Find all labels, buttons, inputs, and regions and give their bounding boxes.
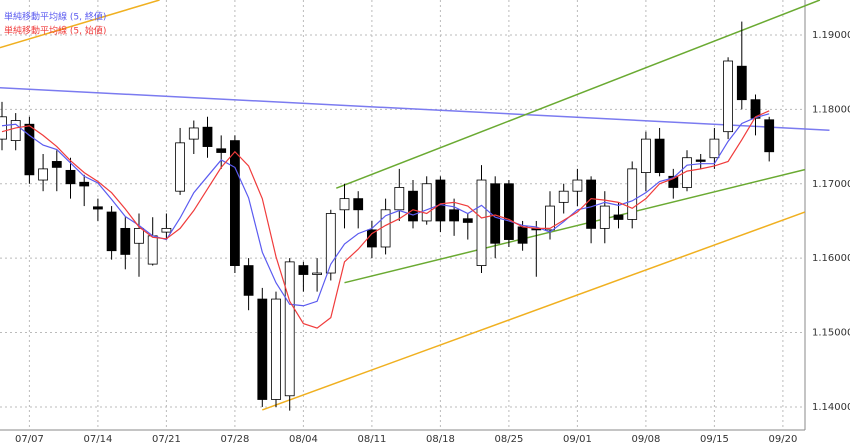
x-tick-label: 09/01 <box>563 434 592 445</box>
candle-body <box>503 183 514 240</box>
candle-body <box>243 265 254 296</box>
candle-body <box>202 126 213 147</box>
x-tick-label: 07/07 <box>15 434 44 445</box>
candle-body <box>572 179 583 192</box>
trend-line <box>0 87 830 131</box>
candle-body <box>298 265 309 275</box>
candle-body <box>106 211 117 252</box>
trend-line <box>344 168 805 284</box>
candle-body <box>0 116 7 140</box>
candle-body <box>421 183 432 222</box>
candle-body <box>51 161 62 168</box>
x-tick-label: 07/14 <box>83 434 112 445</box>
candle-body <box>24 123 35 176</box>
candle-body <box>325 213 336 274</box>
candle-body <box>271 298 281 400</box>
trend-line <box>0 0 160 49</box>
x-tick-label: 09/20 <box>768 434 797 445</box>
candle-body <box>682 157 692 188</box>
candle-body <box>257 298 268 400</box>
candle-body <box>394 187 405 211</box>
candle-body <box>627 168 638 220</box>
x-tick-label: 07/28 <box>220 434 249 445</box>
candle-body <box>161 227 172 233</box>
x-tick-label: 09/08 <box>631 434 660 445</box>
candle-body <box>476 179 487 266</box>
candle-body <box>558 190 569 203</box>
candle-body <box>641 138 651 173</box>
candle-body <box>462 218 473 223</box>
candle-body <box>586 179 596 229</box>
candle-body <box>599 205 610 229</box>
candle-body <box>339 198 350 211</box>
candle-body <box>353 198 364 211</box>
candle-body <box>709 138 720 159</box>
y-tick-label: 1.19000 <box>812 30 850 41</box>
candle-body <box>668 175 679 188</box>
candle-body <box>284 261 295 397</box>
candle-body <box>147 235 158 265</box>
candle-body <box>764 119 775 153</box>
x-tick-label: 08/18 <box>426 434 455 445</box>
trend-line <box>336 0 821 189</box>
y-tick-label: 1.14000 <box>812 402 850 413</box>
y-tick-label: 1.16000 <box>812 253 850 264</box>
x-tick-label: 08/11 <box>357 434 386 445</box>
candle-body <box>366 229 377 248</box>
y-tick-label: 1.15000 <box>812 328 850 339</box>
y-tick-label: 1.17000 <box>812 179 850 190</box>
candle-body <box>134 227 144 244</box>
grid <box>0 0 805 430</box>
candle-body <box>229 140 240 266</box>
x-tick-label: 08/04 <box>289 434 318 445</box>
candle-body <box>545 205 555 231</box>
candle-body <box>723 60 733 133</box>
candle-body <box>175 142 186 192</box>
candle-body <box>120 227 131 255</box>
candle-body <box>10 120 21 142</box>
ma-line <box>1 113 770 307</box>
legend-entry: 単純移動平均線 (5, 始値) <box>4 25 106 37</box>
candle-body <box>79 181 90 187</box>
candle-body <box>38 168 48 181</box>
candle-body <box>654 138 665 173</box>
trend-line <box>262 211 806 411</box>
x-tick-label: 08/25 <box>494 434 523 445</box>
legend-entry: 単純移動平均線 (5, 終値) <box>4 11 106 23</box>
candle-body <box>65 169 76 185</box>
candle-body <box>517 226 528 244</box>
candle-body <box>449 209 460 222</box>
y-tick-label: 1.18000 <box>812 104 850 115</box>
candle-body <box>435 179 446 222</box>
candle-body <box>408 190 418 222</box>
legend: 単純移動平均線 (5, 終値) 単純移動平均線 (5, 始値) <box>4 11 106 37</box>
candle-body <box>490 183 501 244</box>
candle-body <box>93 206 103 210</box>
candle-body <box>736 65 747 101</box>
x-tick-label: 07/21 <box>152 434 181 445</box>
ma-line <box>1 110 770 329</box>
candle-body <box>613 214 624 220</box>
candle-body <box>695 159 706 162</box>
candle-body <box>216 148 227 153</box>
x-tick-label: 09/15 <box>700 434 729 445</box>
candle-body <box>188 127 199 140</box>
candle-body <box>312 272 323 275</box>
candle-body <box>750 99 761 119</box>
